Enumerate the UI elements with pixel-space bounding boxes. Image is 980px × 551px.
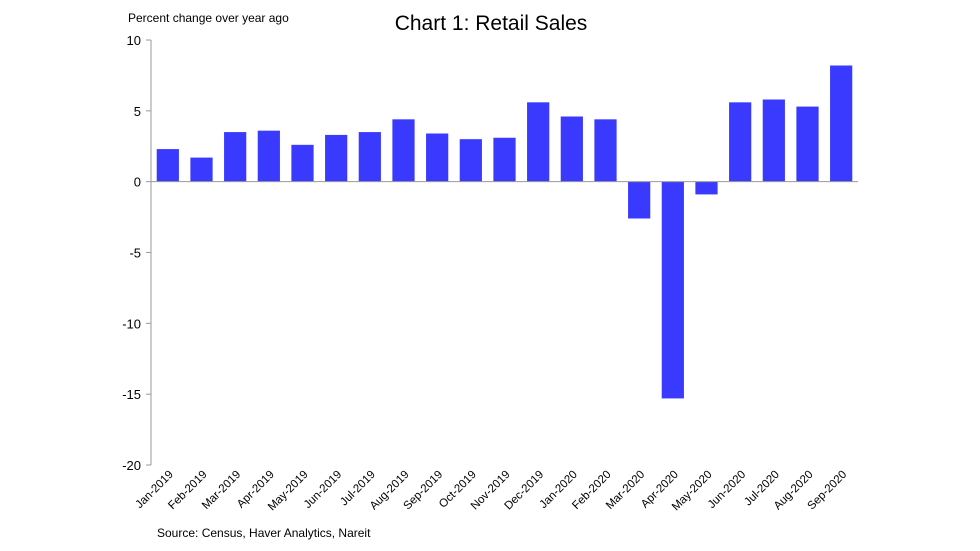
bar [156, 149, 179, 182]
bar [594, 119, 617, 182]
bar [291, 144, 314, 182]
source-note: Source: Census, Haver Analytics, Nareit [157, 526, 371, 540]
y-tick-label: 10 [127, 33, 141, 48]
bar [560, 116, 583, 182]
bar [762, 99, 785, 182]
bar [392, 119, 415, 182]
plot-area: 1050-5-10-15-20Jan-2019Feb-2019Mar-2019A… [122, 33, 858, 513]
y-tick-label: -20 [122, 458, 141, 473]
bar [796, 106, 819, 182]
bar [493, 137, 516, 182]
bar [661, 181, 684, 399]
y-tick-label: -5 [129, 246, 141, 261]
y-tick-label: 5 [134, 104, 141, 119]
y-tick-label: -10 [122, 316, 141, 331]
bar [224, 132, 247, 182]
chart-title: Chart 1: Retail Sales [395, 12, 588, 35]
bar [358, 132, 381, 182]
bar [729, 102, 752, 182]
bar [527, 102, 550, 182]
bar [257, 130, 280, 182]
bar [830, 65, 853, 182]
bar [190, 157, 213, 182]
bar [325, 134, 348, 182]
bar [695, 181, 718, 195]
bar [426, 133, 449, 182]
bar [459, 139, 482, 182]
y-tick-label: 0 [134, 175, 141, 190]
bar [628, 181, 651, 219]
y-axis-label: Percent change over year ago [128, 11, 289, 25]
y-tick-label: -15 [122, 387, 141, 402]
